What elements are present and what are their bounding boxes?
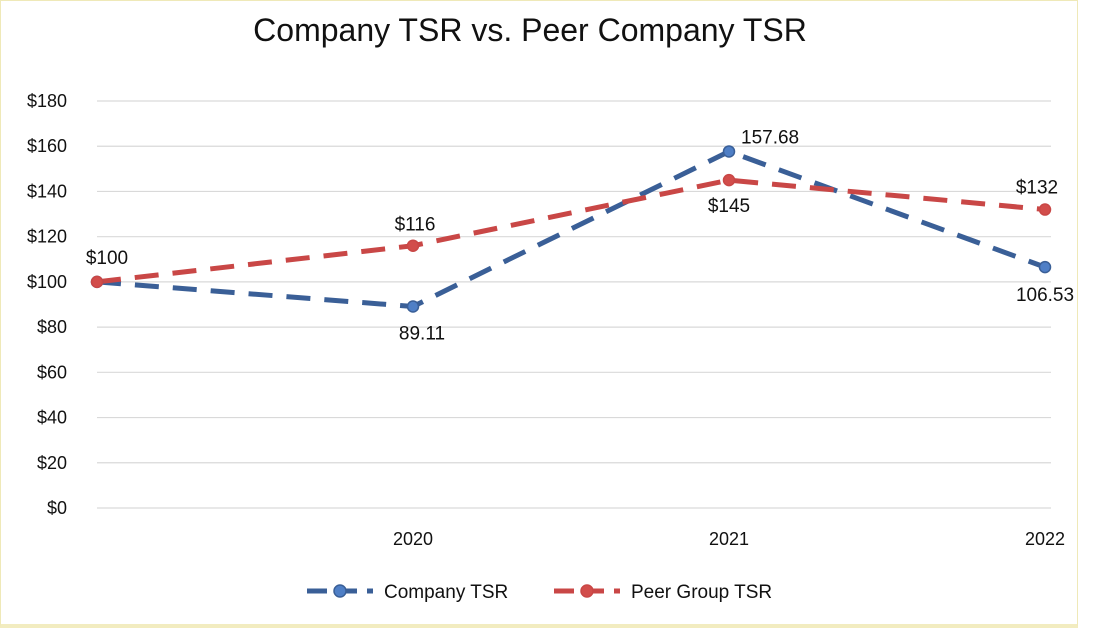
data-label: 106.53 bbox=[1016, 285, 1074, 306]
data-label: 157.68 bbox=[741, 127, 799, 148]
data-label: $116 bbox=[395, 215, 436, 236]
y-tick-label: $0 bbox=[47, 498, 67, 518]
legend-label: Peer Group TSR bbox=[631, 582, 772, 603]
legend-marker bbox=[333, 584, 347, 598]
data-label: $132 bbox=[1016, 178, 1058, 199]
data-point bbox=[406, 239, 420, 252]
series-line-peer-group-tsr bbox=[96, 177, 1046, 285]
data-point bbox=[722, 173, 736, 187]
y-tick-label: $180 bbox=[27, 91, 67, 111]
legend-item: Peer Group TSR bbox=[554, 582, 772, 603]
x-tick-label: 2021 bbox=[709, 529, 749, 549]
data-point bbox=[406, 300, 420, 313]
y-tick-label: $40 bbox=[37, 408, 67, 428]
y-tick-label: $20 bbox=[37, 453, 67, 473]
x-axis-ticks: 2020 2021 2022 bbox=[393, 529, 1065, 549]
data-label: 89.11 bbox=[399, 324, 445, 345]
data-point bbox=[1038, 203, 1052, 216]
legend-item: Company TSR bbox=[307, 582, 508, 603]
data-point bbox=[90, 275, 104, 289]
y-tick-label: $160 bbox=[27, 136, 67, 156]
y-tick-label: $100 bbox=[27, 272, 67, 292]
legend-label: Company TSR bbox=[384, 582, 508, 603]
x-tick-label: 2020 bbox=[393, 529, 433, 549]
y-axis-ticks: $0 $20 $40 $60 $80 $100 $120 $140 $160 $180 bbox=[27, 91, 67, 518]
data-label: $145 bbox=[708, 196, 750, 217]
legend-marker bbox=[580, 584, 594, 598]
data-point bbox=[1038, 260, 1052, 274]
gridlines bbox=[97, 100, 1051, 509]
y-tick-label: $140 bbox=[27, 181, 67, 201]
data-labels: 89.11 157.68 106.53 $100 $116 $145 $132 bbox=[86, 127, 1074, 344]
series-lines bbox=[96, 148, 1046, 310]
legend: Company TSR Peer Group TSR bbox=[307, 582, 772, 603]
data-label: $100 bbox=[86, 248, 128, 269]
y-tick-label: $80 bbox=[37, 317, 67, 337]
chart-title: Company TSR vs. Peer Company TSR bbox=[253, 12, 807, 48]
series-markers bbox=[90, 145, 1052, 313]
x-tick-label: 2022 bbox=[1025, 529, 1065, 549]
data-point bbox=[722, 145, 736, 158]
chart-frame: Company TSR vs. Peer Company TSR $0 $20 $4… bbox=[0, 0, 1078, 628]
series-line-company-tsr bbox=[96, 148, 1046, 310]
tsr-line-chart: Company TSR vs. Peer Company TSR $0 $20 $4… bbox=[27, 12, 1074, 603]
y-tick-label: $60 bbox=[37, 362, 67, 382]
y-tick-label: $120 bbox=[27, 227, 67, 247]
